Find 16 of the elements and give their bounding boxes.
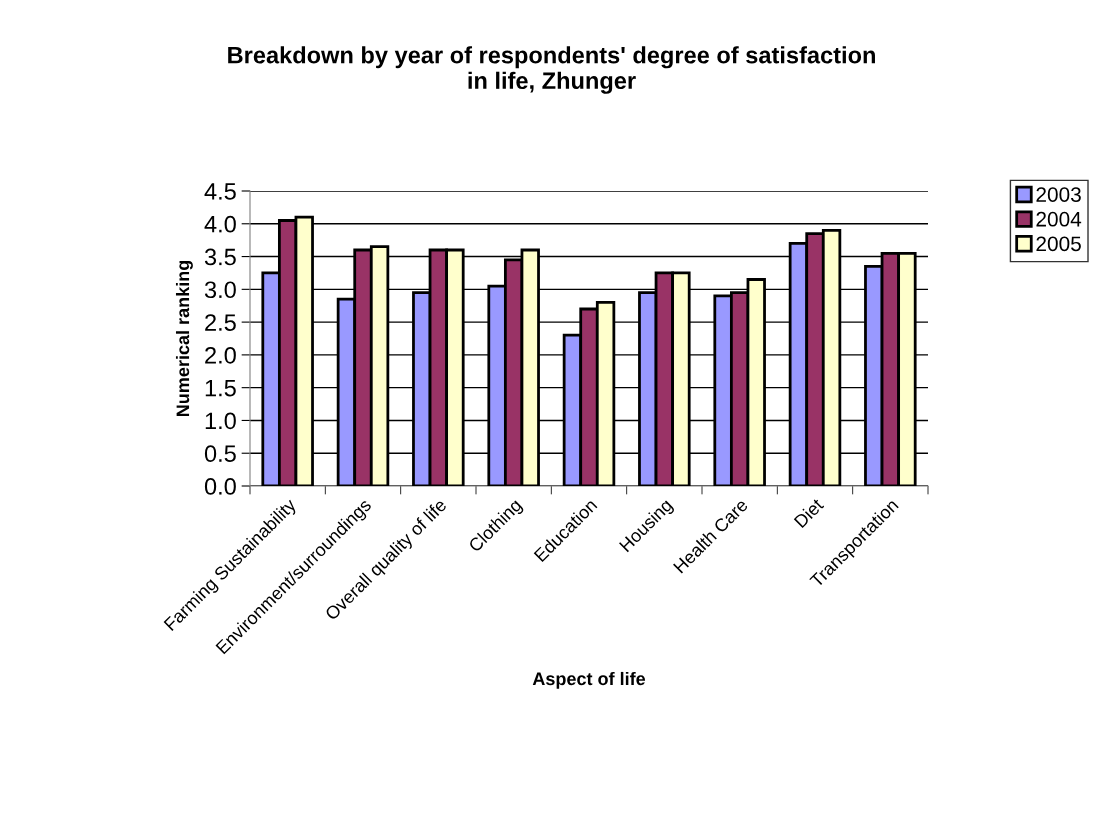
chart-title: Breakdown by year of respondents' degree of satisfaction in life, Zhunger <box>228 46 875 94</box>
legend-label: 2005 <box>1036 236 1081 252</box>
y-tick-label: 4.5 <box>204 183 236 200</box>
legend-label: 2004 <box>1036 211 1082 227</box>
legend-label: 2003 <box>1036 187 1081 202</box>
y-tick-label: 0.0 <box>204 478 236 495</box>
y-tick-label: 2.0 <box>205 346 236 364</box>
y-tick-label: 3.0 <box>204 281 236 299</box>
y-axis-title: Numerical ranking <box>175 260 193 417</box>
y-tick-label: 2.5 <box>205 314 236 331</box>
y-tick-label: 1.5 <box>205 379 236 397</box>
y-tick-label: 1.0 <box>205 412 236 430</box>
y-tick-label: 3.5 <box>204 248 236 266</box>
y-tick-label: 4.0 <box>204 215 236 233</box>
y-tick-label: 0.5 <box>204 445 236 463</box>
x-axis-title: Aspect of life <box>532 671 646 689</box>
